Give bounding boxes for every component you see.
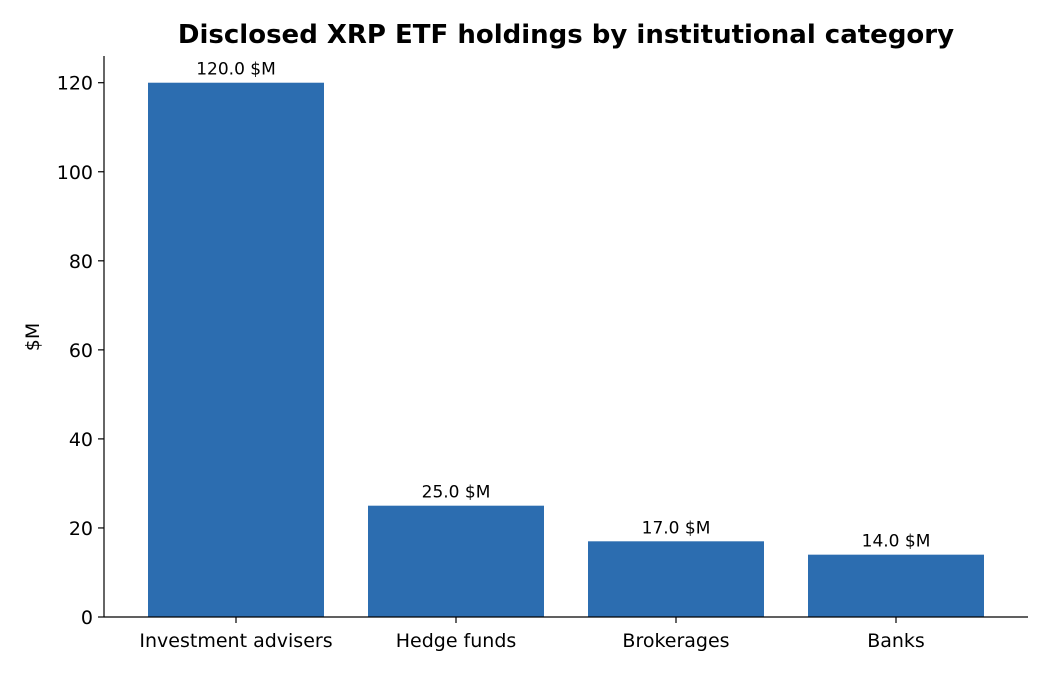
bar: [588, 541, 764, 617]
plot-area: 120.0 $M Investment advisers 25.0 $M Hedge …: [57, 56, 1028, 652]
y-tick-label: 80: [69, 251, 93, 273]
data-label: 120.0 $M: [196, 60, 276, 80]
chart-title: Disclosed XRP ETF holdings by institutio…: [178, 20, 954, 50]
x-tick-label: Hedge funds: [396, 630, 517, 652]
y-tick-label: 60: [69, 340, 93, 362]
y-tick-label: 20: [69, 518, 93, 540]
bar: [808, 554, 984, 617]
y-tick-label: 100: [57, 162, 93, 184]
x-tick-label: Banks: [867, 630, 925, 652]
y-tick-label: 0: [81, 607, 93, 629]
y-axis-label: $M: [22, 323, 44, 351]
bar: [368, 505, 544, 617]
x-tick-label: Investment advisers: [139, 630, 332, 652]
data-label: 14.0 $M: [862, 532, 931, 552]
x-tick-label: Brokerages: [622, 630, 729, 652]
data-label: 25.0 $M: [422, 483, 491, 503]
y-tick-label: 120: [57, 73, 93, 95]
data-label: 17.0 $M: [642, 518, 711, 538]
bar: [148, 82, 324, 617]
y-tick-label: 40: [69, 429, 93, 451]
